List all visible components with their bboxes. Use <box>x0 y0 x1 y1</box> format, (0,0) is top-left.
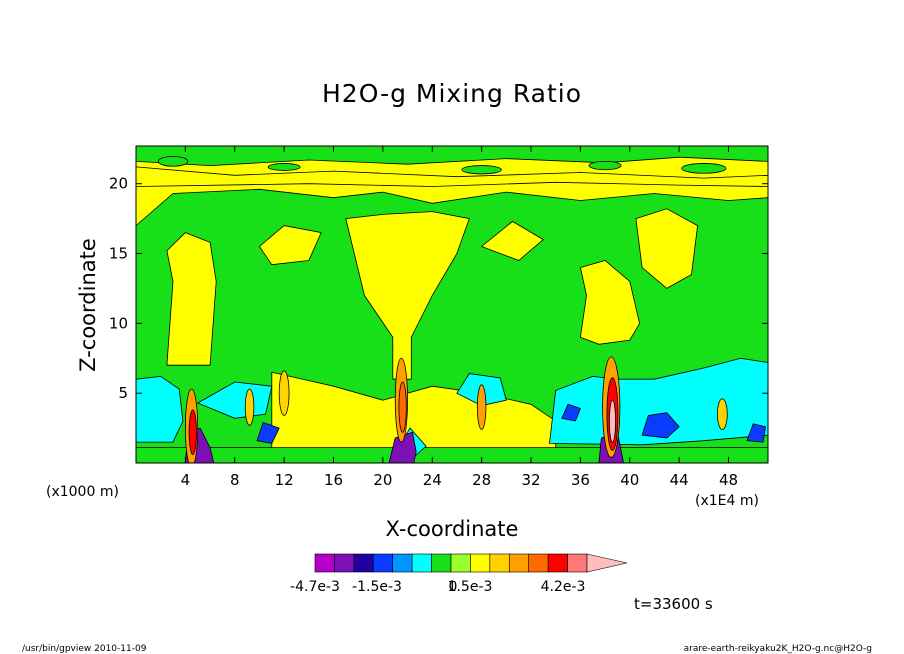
moist-plume <box>635 208 699 289</box>
colorbar-labels: -4.7e-3 -1.5e-3 01.5e-3 4.2e-3 <box>290 579 585 595</box>
colorbar-swatch <box>508 553 530 573</box>
colorbar-swatch <box>567 553 588 573</box>
y-axis-label: Z-coordinate <box>76 238 100 372</box>
contour-band <box>588 160 622 171</box>
colorbar-swatch <box>411 553 432 573</box>
moist-column <box>398 381 407 433</box>
moist-column <box>278 370 290 416</box>
x-axis: 4 8 12 16 20 24 28 32 36 40 44 48 <box>181 146 738 489</box>
cyan-patch <box>136 375 184 443</box>
x-tick-label: 48 <box>719 471 738 489</box>
y-tick-label: 20 <box>109 175 128 193</box>
y-tick-label: 15 <box>109 245 128 263</box>
x-tick-label: 44 <box>670 471 689 489</box>
moist-column <box>244 388 255 426</box>
colorbar-label: -4.7e-3 <box>290 579 340 595</box>
colorbar-swatch <box>547 553 568 573</box>
colorbar-label: 0 <box>449 579 458 595</box>
colorbar-swatch <box>528 553 549 573</box>
contour-band <box>461 165 502 175</box>
colorbar-swatch <box>372 553 394 573</box>
moist-column <box>188 409 197 456</box>
x-tick-label: 20 <box>373 471 392 489</box>
x-tick-label: 12 <box>275 471 294 489</box>
colorbar-swatch <box>392 553 413 573</box>
moist-plume <box>579 260 641 345</box>
colorbar-arrow <box>586 553 628 573</box>
contour-band <box>681 163 727 174</box>
colorbar-swatch <box>470 553 491 573</box>
moist-plume <box>166 232 217 366</box>
contour-band <box>267 163 301 171</box>
x-unit-right: (x1E4 m) <box>695 493 759 509</box>
x-tick-label: 36 <box>571 471 590 489</box>
footer-right: arare-earth-reikyaku2K_H2O-g.nc@H2O-g <box>684 644 872 654</box>
blue-patch <box>746 423 766 443</box>
blue-patch <box>256 421 280 444</box>
colorbar-label: 1.5e-3 <box>448 579 493 595</box>
x-axis-label: X-coordinate <box>386 517 519 541</box>
contour-band <box>136 447 768 463</box>
x-tick-label: 8 <box>230 471 240 489</box>
colorbar-swatch <box>353 553 374 573</box>
blue-patch <box>561 403 581 422</box>
colorbar-swatch <box>334 553 355 573</box>
colorbar-swatch <box>450 553 471 573</box>
y-tick-label: 10 <box>109 314 128 332</box>
colorbar-swatch <box>431 553 452 573</box>
colorbar-swatch <box>314 553 335 573</box>
blue-patch <box>641 412 680 439</box>
x-tick-label: 4 <box>181 471 191 489</box>
moist-column <box>476 384 487 430</box>
x-tick-label: 32 <box>521 471 540 489</box>
colorbar-label: 4.2e-3 <box>541 579 586 595</box>
contour-field <box>136 146 768 463</box>
x-tick-label: 28 <box>472 471 491 489</box>
dry-core <box>388 431 417 463</box>
contour-band <box>136 166 768 187</box>
x-unit-left: (x1000 m) <box>46 484 119 500</box>
x-tick-label: 16 <box>324 471 343 489</box>
time-label: t=33600 s <box>634 595 713 613</box>
colorbar-swatch <box>489 553 510 573</box>
moist-column <box>608 399 616 443</box>
moist-column <box>716 398 728 430</box>
colorbar <box>314 553 628 573</box>
y-tick-label: 5 <box>118 384 128 402</box>
x-tick-label: 24 <box>423 471 442 489</box>
x-tick-label: 40 <box>620 471 639 489</box>
moist-plume <box>345 211 470 380</box>
chart-title: H2O-g Mixing Ratio <box>322 79 582 108</box>
moist-plume <box>480 220 544 261</box>
colorbar-label: -1.5e-3 <box>352 579 402 595</box>
plot-frame <box>135 145 769 464</box>
moist-plume <box>258 225 322 266</box>
footer-left: /usr/bin/gpview 2010-11-09 <box>22 644 147 654</box>
y-axis: 5 10 15 20 <box>109 175 768 402</box>
contour-band <box>157 156 189 167</box>
